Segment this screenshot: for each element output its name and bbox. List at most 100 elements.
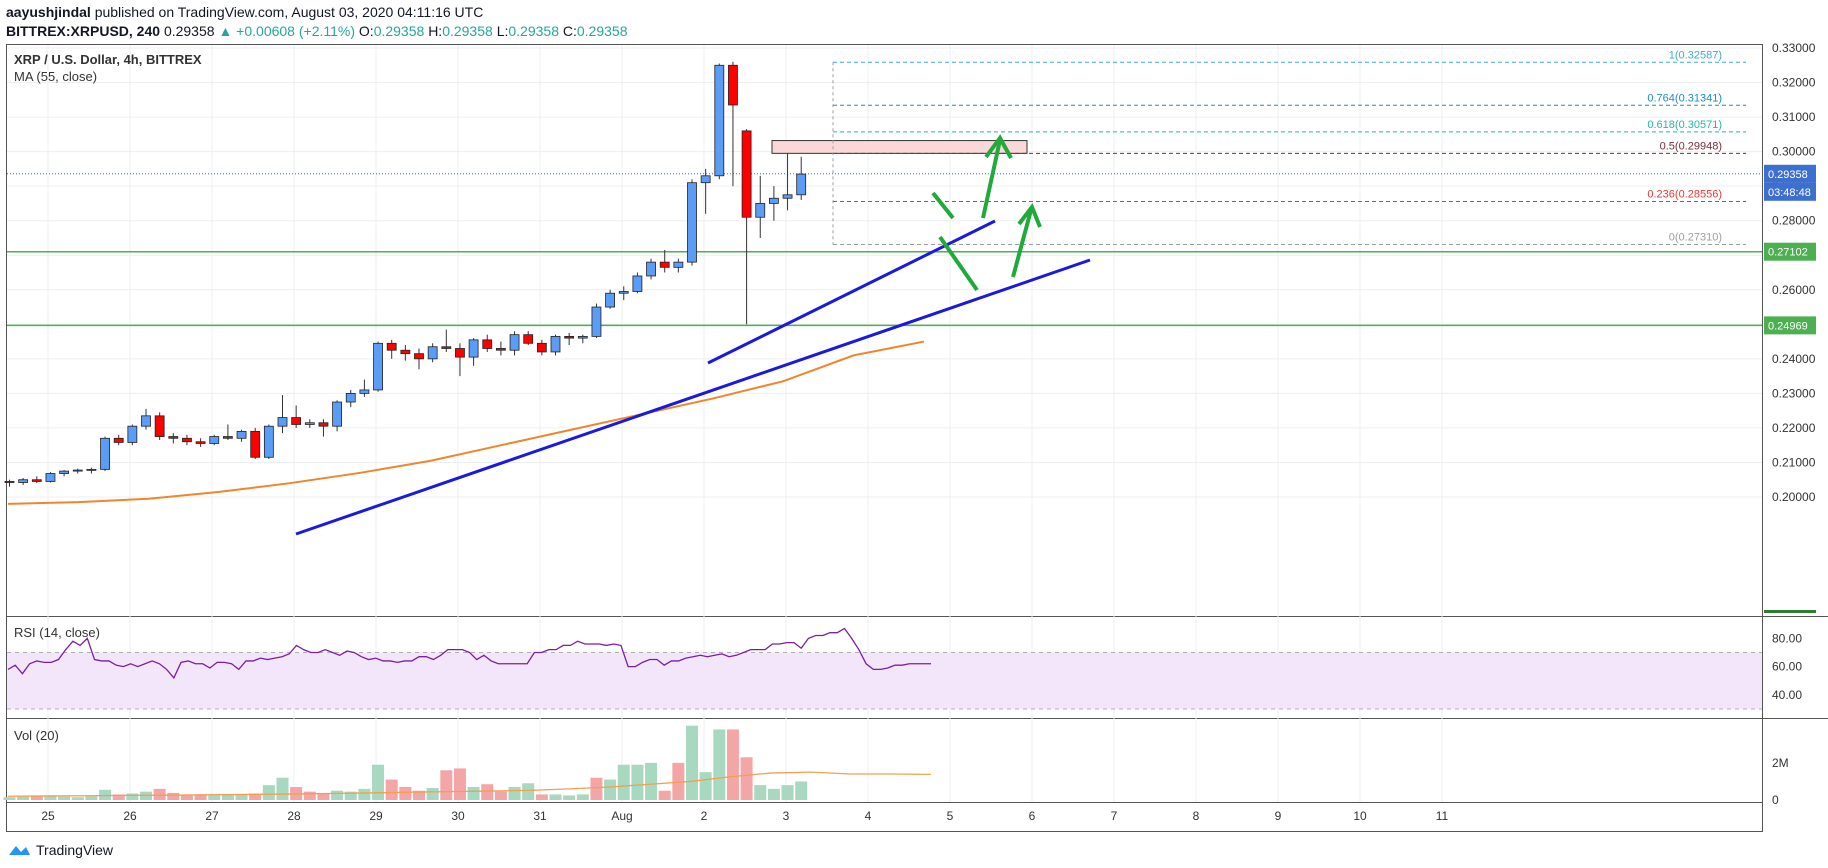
candle-up <box>263 425 274 458</box>
volume-bar <box>535 794 548 800</box>
candle-up <box>18 479 29 483</box>
y-tick-label: 0.31000 <box>1772 110 1816 124</box>
x-tick-label: 30 <box>451 809 465 823</box>
price-tag-label: 0.27102 <box>1768 247 1808 259</box>
candle-up <box>796 173 807 196</box>
candle-up <box>468 339 479 358</box>
volume-bar <box>44 795 57 800</box>
arrow-down-1 <box>931 191 955 220</box>
price-change: ▲ +0.00608 (+2.11%) <box>218 23 356 39</box>
candle-up <box>141 415 151 427</box>
x-tick-label: 8 <box>1193 809 1200 823</box>
y-tick-label: 0.21000 <box>1772 455 1816 469</box>
rsi-tick-label: 40.00 <box>1772 688 1802 702</box>
volume-bar <box>167 792 180 800</box>
tradingview-logo[interactable]: TradingView <box>6 842 113 858</box>
candle-up <box>755 203 766 218</box>
price-tag-label: 03:48:48 <box>1768 187 1811 199</box>
volume-bar <box>262 785 275 800</box>
candle-up <box>673 261 684 268</box>
volume-pane <box>3 725 932 800</box>
volume-bar <box>30 796 43 800</box>
volume-bar <box>781 785 794 800</box>
volume-bar <box>494 791 507 800</box>
volume-bar <box>754 785 767 800</box>
candle-up <box>700 175 711 184</box>
high-label: H: <box>428 23 443 39</box>
candle-up <box>782 194 793 199</box>
arrow-down-2 <box>938 235 979 292</box>
volume-bar <box>235 794 248 800</box>
volume-bar <box>508 787 521 800</box>
volume-bar <box>549 794 562 800</box>
volume-bar <box>221 794 234 800</box>
candle-down <box>250 430 261 458</box>
rsi-pane <box>7 627 1762 710</box>
ma55-line <box>7 340 925 505</box>
candle-up <box>714 64 725 177</box>
volume-bar <box>426 787 439 800</box>
volume-bar <box>453 768 466 800</box>
fib-level-label: 0.618(0.30571) <box>1647 119 1722 131</box>
candle-down <box>154 415 165 437</box>
candle-up <box>345 392 356 403</box>
volume-bar <box>372 764 385 800</box>
candle-up <box>687 182 697 263</box>
volume-bar <box>590 777 603 800</box>
y-tick-label: 0.24000 <box>1772 352 1816 366</box>
author-name[interactable]: aayushjindal <box>6 4 91 20</box>
rsi-tick-label: 60.00 <box>1772 660 1802 674</box>
ma-indicator-label[interactable]: MA (55, close) <box>14 69 97 84</box>
candle-up <box>209 436 220 444</box>
candle-up <box>277 417 288 427</box>
last-price: 0.29358 <box>163 23 215 39</box>
volume-bar <box>617 764 630 800</box>
candle-up <box>550 335 561 353</box>
volume-bar <box>795 781 808 800</box>
candle-down <box>455 348 465 358</box>
candle-up <box>59 470 69 474</box>
x-tick-label: 6 <box>1029 809 1036 823</box>
volume-bar <box>440 770 453 800</box>
volume-bar <box>358 788 371 800</box>
published-text: published on TradingView.com, August 03,… <box>94 4 484 20</box>
candle-up <box>577 335 588 339</box>
volume-bar <box>713 729 726 800</box>
volume-bar <box>631 764 644 800</box>
volume-bar <box>726 729 739 800</box>
x-tick-label: 26 <box>123 809 137 823</box>
price-tag-label: 0.29358 <box>1768 169 1808 181</box>
y-tick-label: 0.23000 <box>1772 386 1816 400</box>
candle-down <box>113 437 124 443</box>
x-tick-label: 9 <box>1275 809 1282 823</box>
y-tick-label: 0.20000 <box>1772 490 1816 504</box>
candle-down <box>291 417 302 425</box>
vol-indicator-label[interactable]: Vol (20) <box>14 728 59 743</box>
volume-bar <box>99 789 112 800</box>
candle-up <box>359 389 370 394</box>
volume-bar <box>153 788 166 800</box>
candle-down <box>728 64 738 106</box>
candle-up <box>100 437 110 470</box>
rsi-tick-label: 80.00 <box>1772 631 1802 645</box>
x-tick-label: Aug <box>611 809 632 823</box>
publication-line: aayushjindal published on TradingView.co… <box>6 4 483 20</box>
volume-bar <box>399 787 412 800</box>
lower-level-marker <box>1764 610 1816 613</box>
volume-bar <box>112 794 125 800</box>
volume-bar <box>385 779 398 800</box>
price-tag-bg <box>1764 242 1816 261</box>
symbol-name[interactable]: BITTREX:XRPUSD, 240 <box>6 23 161 39</box>
open-value: 0.29358 <box>373 23 425 39</box>
volume-bar <box>767 788 780 800</box>
volume-bar <box>522 783 535 800</box>
candle-up <box>332 401 343 427</box>
volume-bar <box>180 795 193 800</box>
candle-down <box>400 349 411 355</box>
y-tick-label: 0.26000 <box>1772 283 1816 297</box>
volume-bar <box>17 796 30 800</box>
rsi-indicator-label[interactable]: RSI (14, close) <box>14 625 100 640</box>
x-tick-label: 27 <box>205 809 219 823</box>
volume-bar <box>645 762 658 800</box>
